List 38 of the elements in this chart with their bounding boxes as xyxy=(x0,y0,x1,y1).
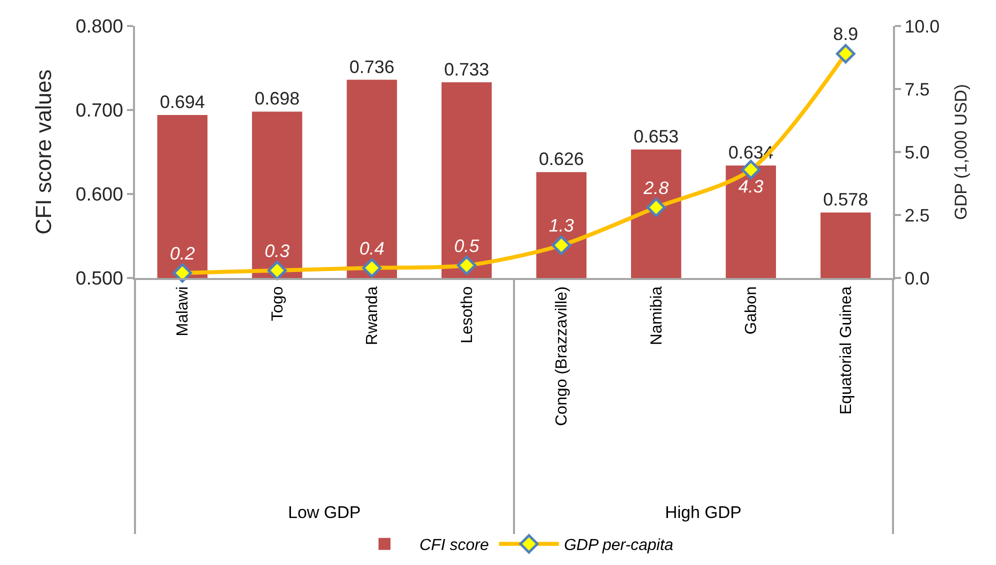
legend-label: GDP per-capita xyxy=(564,537,674,554)
data-label: 0.3 xyxy=(264,240,290,261)
data-label: 1.3 xyxy=(548,216,574,236)
y2-tick-label: 10.0 xyxy=(904,16,940,36)
x-tick-label: Gabon xyxy=(743,286,760,334)
data-label: 8.9 xyxy=(833,24,858,44)
x-tick-label: Togo xyxy=(269,286,286,322)
y-tick-label: 0.600 xyxy=(76,184,124,206)
data-label: 0.4 xyxy=(359,238,384,258)
data-label: 0.653 xyxy=(634,126,679,146)
data-label: 0.694 xyxy=(160,92,205,112)
y-tick-label: 0.800 xyxy=(76,16,124,38)
x-tick-label: Congo (Brazzaville) xyxy=(554,286,571,426)
data-label: 2.8 xyxy=(642,178,669,198)
text: Low GDP xyxy=(288,503,361,522)
data-label: 0.626 xyxy=(538,149,584,170)
x-tick-label: Lesotho xyxy=(458,286,476,344)
y-tick-label: 0.500 xyxy=(76,268,124,290)
data-label: 0.5 xyxy=(454,236,480,256)
y2-tick-label: 5.0 xyxy=(904,142,930,162)
text: High GDP xyxy=(665,503,742,522)
data-label: 0.578 xyxy=(823,189,868,210)
data-label: 0.736 xyxy=(349,56,394,77)
legend-label: CFI score xyxy=(420,537,489,554)
x-tick-label: Namibia xyxy=(648,286,666,346)
y-axis-title: CFI score values xyxy=(30,69,56,235)
y2-tick-label: 0.0 xyxy=(904,268,930,288)
data-label: 0.733 xyxy=(444,59,490,80)
x-tick-label: Rwanda xyxy=(364,286,382,346)
data-label: 0.698 xyxy=(254,88,300,109)
x-tick-label: Equatorial Guinea xyxy=(838,286,855,414)
data-label: 4.3 xyxy=(738,176,764,196)
y2-axis-title: GDP (1,000 USD) xyxy=(952,84,971,220)
x-tick-label: Malawi xyxy=(174,286,192,336)
y2-tick-label: 7.5 xyxy=(904,79,930,100)
y2-tick-label: 2.5 xyxy=(904,205,930,226)
y-tick-label: 0.700 xyxy=(76,100,124,122)
data-label: 0.2 xyxy=(170,243,195,264)
